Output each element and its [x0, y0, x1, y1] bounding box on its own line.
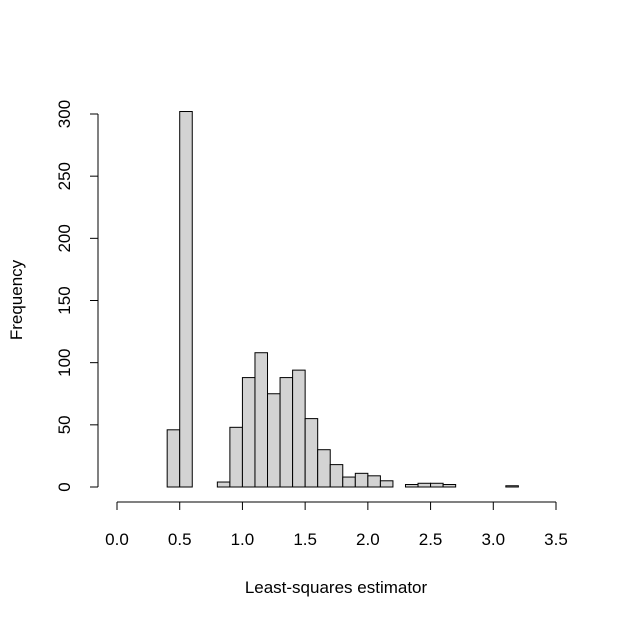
histogram-bar	[505, 485, 519, 488]
histogram-bar	[367, 475, 381, 488]
x-tick-label: 3.0	[481, 530, 505, 549]
histogram-bar	[354, 472, 369, 488]
x-axis-title: Least-squares estimator	[245, 578, 428, 597]
histogram-bar	[241, 377, 256, 488]
histogram-bar	[267, 393, 281, 488]
x-axis: 0.0 0.5 1.0 1.5 2.0 2.5 3.0 3.5	[105, 501, 568, 549]
histogram-bar	[329, 464, 344, 488]
histogram-bar	[342, 476, 356, 488]
y-tick-label: 150	[55, 286, 74, 314]
x-tick-label: 3.5	[544, 530, 568, 549]
x-tick-label: 1.5	[293, 530, 317, 549]
y-tick-label: 300	[55, 100, 74, 128]
y-tick-label: 200	[55, 224, 74, 252]
x-tick-label: 0.0	[105, 530, 129, 549]
y-tick-label: 250	[55, 162, 74, 190]
x-tick-label: 0.5	[168, 530, 192, 549]
histogram-bar	[430, 482, 444, 488]
y-tick-label: 50	[55, 415, 74, 434]
histogram-bar	[417, 482, 432, 488]
histogram-bar	[292, 369, 306, 488]
histogram-bar	[229, 426, 243, 488]
x-tick-label: 1.0	[231, 530, 255, 549]
histogram-bar	[442, 484, 457, 488]
y-axis-title: Frequency	[7, 259, 26, 340]
histogram-bars	[166, 111, 519, 488]
histogram-bar	[216, 481, 231, 488]
histogram-bar	[379, 480, 394, 488]
histogram-bar	[404, 484, 419, 488]
histogram-bar	[179, 111, 193, 488]
histogram-bar	[317, 449, 331, 488]
y-tick-label: 100	[55, 348, 74, 376]
histogram-bar	[304, 418, 319, 488]
x-tick-label: 2.5	[419, 530, 443, 549]
histogram-bar	[279, 377, 294, 488]
x-tick-label: 2.0	[356, 530, 380, 549]
y-tick-label: 0	[55, 482, 74, 491]
histogram-bar	[166, 429, 181, 488]
histogram-bar	[254, 352, 269, 488]
y-axis: 0 50 100 150 200 250 300	[55, 100, 99, 492]
